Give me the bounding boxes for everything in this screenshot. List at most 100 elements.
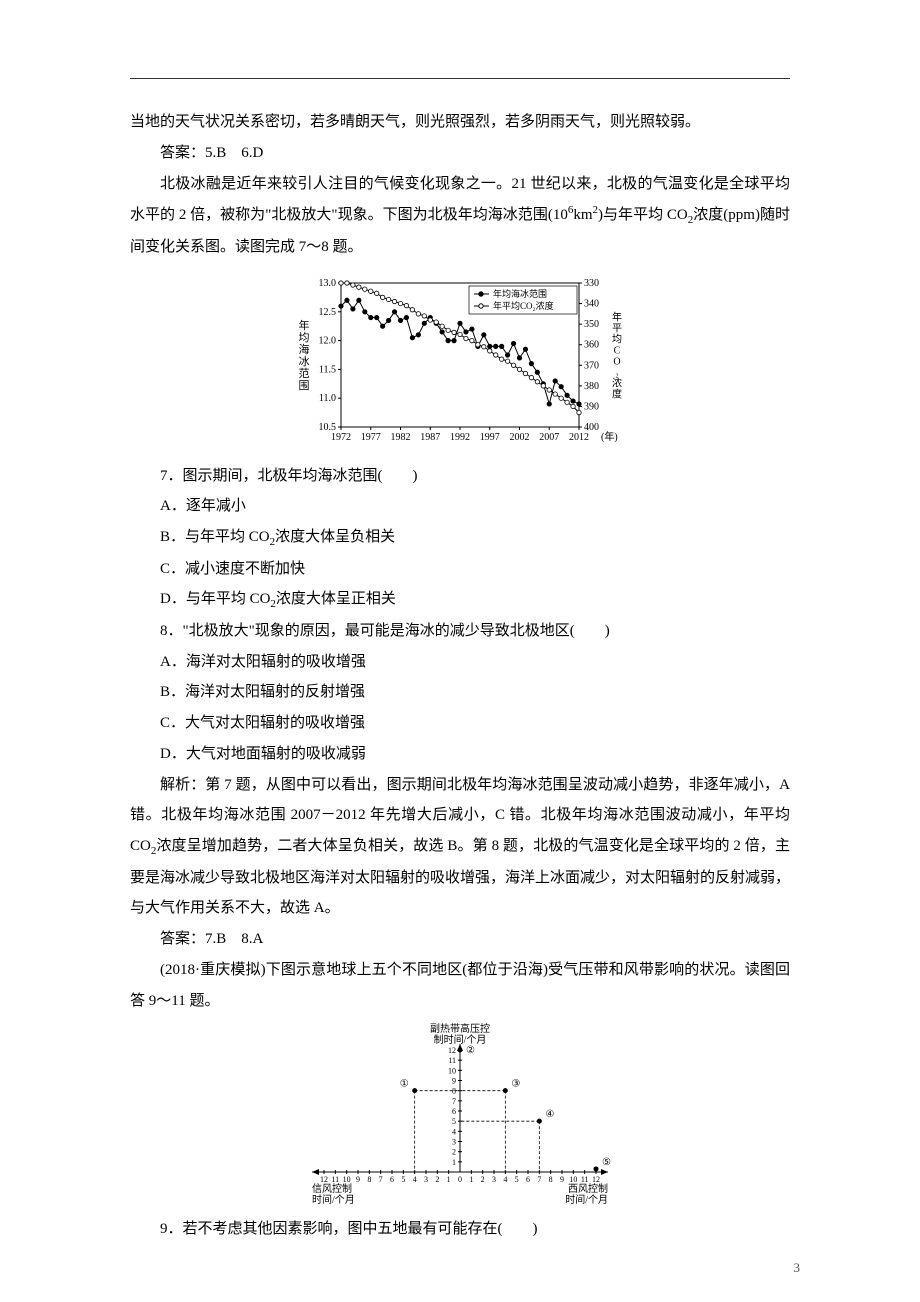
svg-text:7: 7: [452, 1097, 456, 1106]
explanation-7-8: 解析：第 7 题，从图中可以看出，图示期间北极年均海冰范围呈波动减小趋势，非逐年…: [130, 770, 790, 925]
svg-text:3: 3: [424, 1175, 428, 1184]
answer-7-8: 答案：7.B 8.A: [130, 924, 790, 955]
svg-text:5: 5: [401, 1175, 405, 1184]
svg-text:11.5: 11.5: [319, 364, 336, 375]
svg-text:范: 范: [299, 366, 310, 380]
svg-text:11: 11: [448, 1057, 456, 1066]
chart-1-figure: 10.511.011.512.012.513.03303403503603703…: [130, 269, 790, 453]
svg-text:12.0: 12.0: [319, 335, 337, 346]
svg-text:5: 5: [452, 1118, 456, 1127]
svg-text:12: 12: [592, 1175, 600, 1184]
svg-text:11: 11: [331, 1175, 339, 1184]
svg-text:1972: 1972: [331, 432, 351, 443]
question-7-option-a: A．逐年减小: [130, 491, 790, 522]
svg-text:O: O: [613, 356, 620, 367]
svg-text:2: 2: [435, 1175, 439, 1184]
svg-text:6: 6: [526, 1175, 530, 1184]
svg-text:2007: 2007: [539, 432, 559, 443]
chart-1-svg: 10.511.011.512.012.513.03303403503603703…: [295, 269, 625, 453]
svg-text:西风控制: 西风控制: [568, 1182, 608, 1195]
svg-text:3: 3: [492, 1175, 496, 1184]
svg-text:12.5: 12.5: [319, 306, 337, 317]
svg-text:6: 6: [390, 1175, 394, 1184]
question-8-option-b: B．海洋对太阳辐射的反射增强: [130, 677, 790, 708]
svg-text:冰: 冰: [299, 355, 310, 368]
svg-text:均: 均: [299, 331, 310, 344]
svg-text:4: 4: [413, 1175, 417, 1184]
question-8-option-c: C．大气对太阳辐射的吸收增强: [130, 708, 790, 739]
svg-text:1: 1: [469, 1175, 473, 1184]
svg-text:4: 4: [503, 1175, 507, 1184]
svg-text:平: 平: [612, 323, 622, 334]
svg-text:390: 390: [584, 401, 599, 412]
svg-text:年: 年: [612, 310, 622, 323]
text: D．与年平均 CO: [160, 591, 270, 607]
svg-text:4: 4: [452, 1128, 456, 1137]
svg-text:度: 度: [612, 387, 622, 400]
svg-text:₂: ₂: [615, 367, 619, 378]
svg-text:350: 350: [584, 319, 599, 330]
svg-text:5: 5: [515, 1175, 519, 1184]
svg-text:年均海冰范围: 年均海冰范围: [493, 288, 547, 299]
question-8-stem: 8．"北极放大"现象的原因，最可能是海冰的减少导致北极地区( ): [130, 616, 790, 647]
question-7-option-b: B．与年平均 CO2浓度大体呈负相关: [130, 522, 790, 554]
svg-text:7: 7: [379, 1175, 383, 1184]
svg-text:330: 330: [584, 278, 599, 289]
svg-text:海: 海: [299, 342, 310, 356]
svg-text:360: 360: [584, 339, 599, 350]
svg-text:1: 1: [452, 1158, 456, 1167]
svg-text:6: 6: [452, 1107, 456, 1116]
text: 浓度呈增加趋势，二者大体呈负相关，故选 B。第 8 题，北极的气温变化是全球平均…: [130, 838, 790, 916]
svg-text:③: ③: [511, 1079, 520, 1090]
svg-text:信风控制: 信风控制: [312, 1182, 352, 1195]
svg-text:副热带高压控: 副热带高压控: [430, 1022, 490, 1035]
text: )与年平均 CO: [598, 207, 688, 223]
svg-text:(年): (年): [601, 430, 618, 443]
svg-text:时间/个月: 时间/个月: [312, 1193, 355, 1206]
svg-text:9: 9: [356, 1175, 360, 1184]
svg-text:8: 8: [452, 1087, 456, 1096]
svg-text:13.0: 13.0: [319, 278, 337, 289]
question-9-stem: 9．若不考虑其他因素影响，图中五地最有可能存在( ): [130, 1214, 790, 1245]
svg-text:2: 2: [452, 1148, 456, 1157]
top-divider: [130, 78, 790, 79]
context-paragraph: 当地的天气状况关系密切，若多晴朗天气，则光照强烈，若多阴雨天气，则光照较弱。: [130, 107, 790, 138]
question-7-option-c: C．减小速度不断加快: [130, 554, 790, 585]
text: 浓度大体呈正相关: [276, 591, 396, 607]
svg-text:7: 7: [537, 1175, 541, 1184]
svg-text:②: ②: [466, 1045, 475, 1056]
context-paragraph-2: 北极冰融是近年来较引人注目的气候变化现象之一。21 世纪以来，北极的气温变化是全…: [130, 169, 790, 263]
answer-5-6: 答案：5.B 6.D: [130, 138, 790, 169]
question-8-option-d: D．大气对地面辐射的吸收减弱: [130, 739, 790, 770]
svg-text:年平均CO₂浓度: 年平均CO₂浓度: [493, 300, 554, 311]
svg-text:9: 9: [452, 1077, 456, 1086]
text: B．与年平均 CO: [160, 529, 270, 545]
svg-text:1992: 1992: [450, 432, 470, 443]
svg-text:1: 1: [447, 1175, 451, 1184]
svg-text:8: 8: [367, 1175, 371, 1184]
svg-text:均: 均: [612, 333, 622, 345]
svg-text:1977: 1977: [361, 432, 381, 443]
svg-text:10: 10: [343, 1175, 351, 1184]
svg-text:10: 10: [448, 1067, 456, 1076]
text: 浓度大体呈负相关: [275, 529, 395, 545]
svg-text:1997: 1997: [480, 432, 500, 443]
svg-text:8: 8: [549, 1175, 553, 1184]
svg-text:2: 2: [481, 1175, 485, 1184]
svg-text:10: 10: [569, 1175, 577, 1184]
svg-text:11.0: 11.0: [319, 393, 336, 404]
svg-text:浓: 浓: [612, 377, 622, 389]
context-paragraph-9: (2018·重庆模拟)下图示意地球上五个不同地区(都位于沿海)受气压带和风带影响…: [130, 955, 790, 1017]
svg-text:1982: 1982: [391, 432, 411, 443]
question-7-option-d: D．与年平均 CO2浓度大体呈正相关: [130, 584, 790, 616]
chart-2-svg: 1234567891011121234567891011120123456789…: [294, 1022, 626, 1206]
svg-text:9: 9: [560, 1175, 564, 1184]
svg-text:3: 3: [452, 1138, 456, 1147]
svg-text:④: ④: [545, 1110, 554, 1121]
svg-text:12: 12: [448, 1046, 456, 1055]
svg-text:年: 年: [299, 318, 310, 332]
svg-text:制时间/个月: 制时间/个月: [434, 1033, 487, 1046]
svg-text:2012: 2012: [569, 432, 589, 443]
svg-text:380: 380: [584, 380, 599, 391]
page: 当地的天气状况关系密切，若多晴朗天气，则光照强烈，若多阴雨天气，则光照较弱。 答…: [0, 0, 920, 1302]
